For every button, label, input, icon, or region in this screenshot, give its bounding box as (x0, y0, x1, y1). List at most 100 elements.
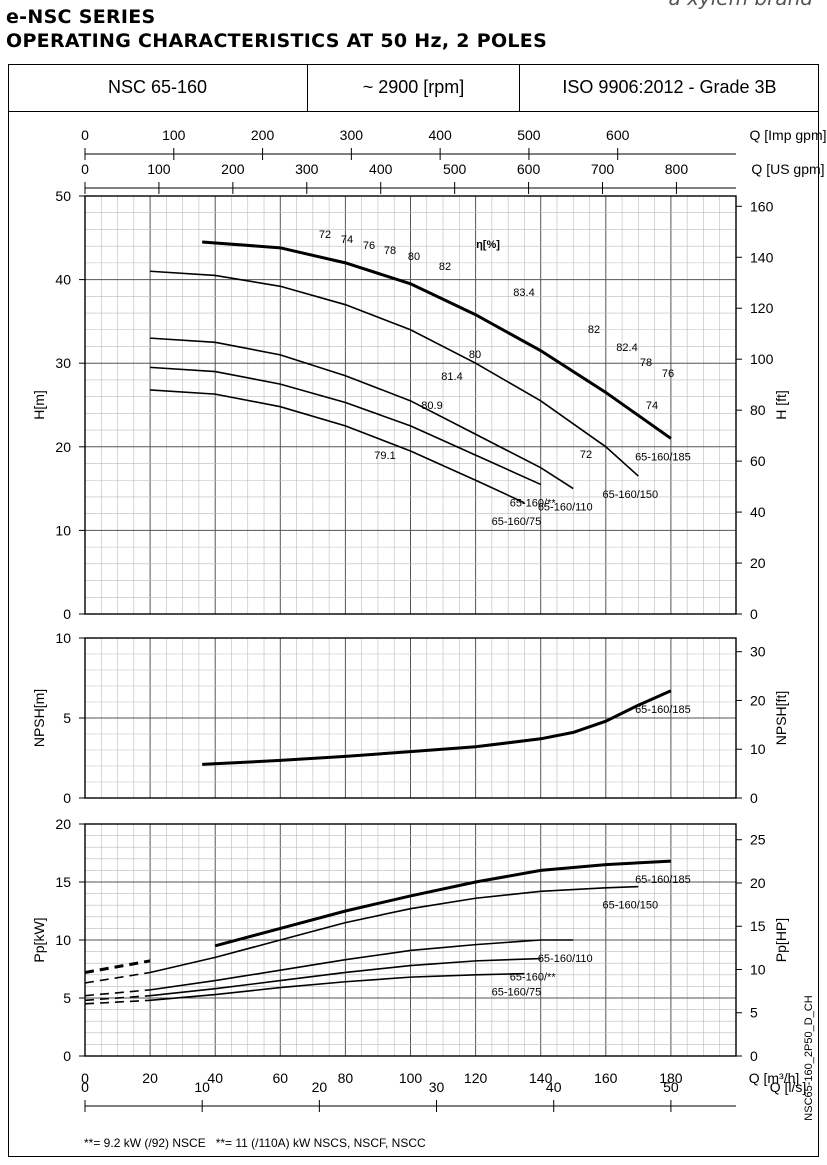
head-series-label: 65-160/** (510, 497, 557, 509)
q-m3h-tick-label: 40 (207, 1070, 223, 1086)
head-series-line (150, 389, 525, 504)
head-left-tick-label: 20 (55, 439, 71, 455)
efficiency-label: 83.4 (513, 287, 534, 299)
npsh-left-axis-title: NPSH[m] (31, 689, 47, 747)
footnote: **= 9.2 kW (/92) NSCE **= 11 (/110A) kW … (84, 1136, 426, 1150)
efficiency-label: 72 (319, 229, 331, 241)
speed-cell: ~ 2900 [rpm] (308, 64, 520, 111)
npsh-right-tick-label: 0 (750, 790, 758, 806)
q-imp-tick-label: 0 (81, 127, 89, 143)
q-m3h-tick-label: 100 (399, 1070, 423, 1086)
power-right-tick-label: 15 (750, 918, 766, 934)
q-us-tick-label: 800 (665, 161, 689, 177)
power-series-label: 65-160/150 (603, 900, 659, 912)
head-right-tick-label: 160 (750, 198, 774, 214)
head-series-label: 65-160/185 (635, 451, 691, 463)
head-plot-border (84, 195, 737, 615)
power-series-label: 65-160/75 (492, 987, 542, 999)
q-m3h-tick-label: 60 (273, 1070, 289, 1086)
efficiency-label: 74 (646, 400, 658, 412)
efficiency-label: 82 (439, 261, 451, 273)
q-imp-tick-label: 100 (162, 127, 186, 143)
standard-cell: ISO 9906:2012 - Grade 3B (562, 77, 777, 97)
power-series-line (149, 939, 574, 991)
head-right-tick-label: 60 (750, 453, 766, 469)
power-series-dashed (84, 971, 151, 984)
power-series-label: 65-160/** (510, 972, 557, 984)
power-right-tick-label: 25 (750, 832, 766, 848)
power-left-axis-title: Pp[kW] (31, 917, 47, 962)
q-ls-tick-label: 40 (546, 1079, 562, 1095)
npsh-left-tick-label: 10 (55, 630, 71, 646)
head-right-tick-label: 120 (750, 300, 774, 316)
power-right-tick-label: 10 (750, 961, 766, 977)
q-ls-axis-title: Q [l/s] (770, 1079, 807, 1095)
power-series-dashed (84, 959, 151, 974)
power-right-tick-label: 0 (750, 1048, 758, 1064)
npsh-right-tick-label: 30 (750, 644, 766, 660)
power-series-line (150, 972, 525, 1002)
chart-frame (8, 64, 819, 1157)
q-us-tick-label: 700 (591, 161, 615, 177)
npsh-right-tick-label: 10 (750, 741, 766, 757)
power-series-dashed (84, 999, 151, 1005)
head-right-tick-label: 20 (750, 555, 766, 571)
q-us-tick-label: 200 (221, 161, 245, 177)
power-left-tick-label: 15 (55, 874, 71, 890)
head-series-label: 65-160/150 (603, 489, 659, 501)
npsh-left-tick-label: 0 (63, 790, 71, 806)
efficiency-label: 78 (384, 245, 396, 257)
q-us-tick-label: 400 (369, 161, 393, 177)
q-ls-tick-label: 20 (312, 1079, 328, 1095)
power-series-dashed (84, 994, 151, 1002)
q-us-tick-label: 100 (147, 161, 171, 177)
power-right-axis-title: Pp[HP] (773, 918, 789, 962)
series-title: e-NSC SERIES (6, 6, 156, 28)
head-right-axis-title: H [ft] (773, 390, 789, 420)
efficiency-label: 79.1 (374, 450, 395, 462)
npsh-right-axis-title: NPSH[ft] (773, 691, 789, 745)
head-series-line (150, 337, 574, 490)
model-cell: NSC 65-160 (8, 64, 308, 111)
q-ls-tick-label: 30 (429, 1079, 445, 1095)
head-right-tick-label: 40 (750, 504, 766, 520)
efficiency-label: η[%] (476, 239, 500, 251)
npsh-left-tick-label: 5 (63, 710, 71, 726)
head-right-tick-label: 100 (750, 351, 774, 367)
efficiency-label: 82 (588, 324, 600, 336)
q-us-axis-title: Q [US gpm] (751, 161, 824, 177)
head-right-tick-label: 80 (750, 402, 766, 418)
q-ls-tick-label: 50 (663, 1079, 679, 1095)
power-series-line (214, 859, 671, 948)
q-imp-tick-label: 500 (517, 127, 541, 143)
power-left-tick-label: 10 (55, 932, 71, 948)
q-ls-tick-label: 0 (81, 1079, 89, 1095)
head-series-label: 65-160/110 (538, 502, 593, 514)
q-imp-tick-label: 200 (251, 127, 275, 143)
q-m3h-axis-title: Q [m³/h] (749, 1070, 800, 1086)
efficiency-label: 80.9 (421, 400, 442, 412)
head-left-tick-label: 40 (55, 272, 71, 288)
head-left-tick-label: 0 (63, 606, 71, 622)
efficiency-label: 81.4 (441, 371, 462, 383)
efficiency-label: 76 (363, 240, 375, 252)
q-m3h-tick-label: 0 (81, 1070, 89, 1086)
head-series-line (150, 270, 639, 477)
head-series-label: 65-160/75 (492, 516, 542, 528)
power-left-tick-label: 5 (63, 990, 71, 1006)
q-m3h-tick-label: 160 (594, 1070, 618, 1086)
chart-heading: OPERATING CHARACTERISTICS AT 50 Hz, 2 PO… (6, 30, 548, 52)
head-right-tick-label: 140 (750, 249, 774, 265)
q-imp-axis-title: Q [Imp gpm] (749, 127, 826, 143)
q-m3h-tick-label: 20 (142, 1070, 158, 1086)
q-us-tick-label: 0 (81, 161, 89, 177)
efficiency-label: 72 (580, 449, 592, 461)
efficiency-label: 74 (341, 234, 353, 246)
q-m3h-tick-label: 120 (464, 1070, 488, 1086)
efficiency-label: 82.4 (616, 342, 637, 354)
brand-text: a xylem brand (668, 0, 813, 10)
head-left-tick-label: 30 (55, 355, 71, 371)
q-imp-tick-label: 600 (606, 127, 630, 143)
head-left-tick-label: 10 (55, 522, 71, 538)
q-imp-tick-label: 300 (340, 127, 364, 143)
